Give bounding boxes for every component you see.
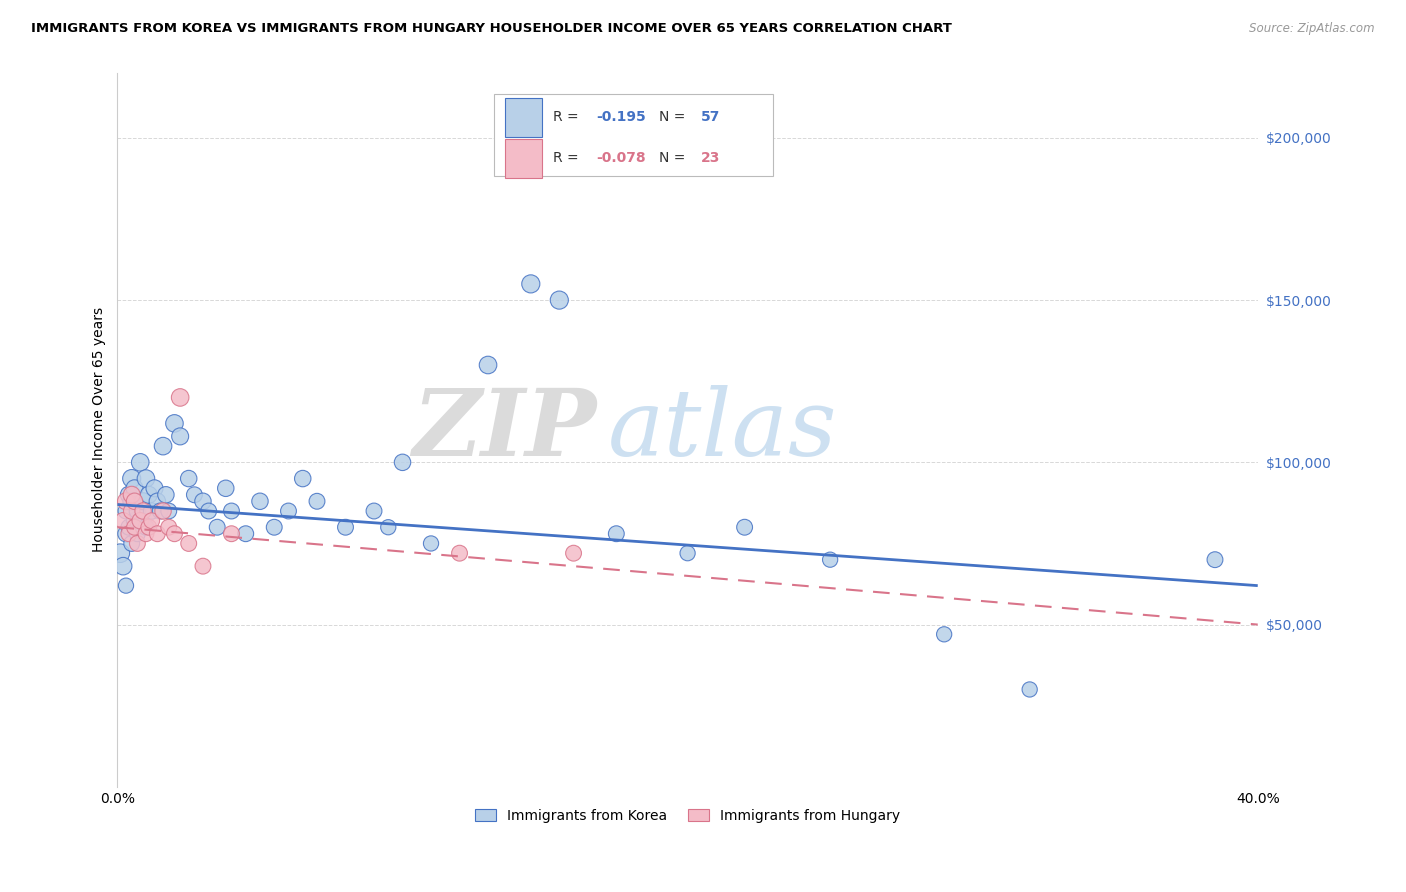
Point	[177, 536, 200, 550]
Point	[818, 552, 841, 566]
Point	[132, 504, 155, 518]
Point	[157, 504, 180, 518]
Point	[110, 546, 132, 560]
Point	[249, 494, 271, 508]
Point	[115, 526, 138, 541]
Point	[263, 520, 285, 534]
Text: N =: N =	[659, 152, 690, 165]
Point	[221, 526, 243, 541]
Point	[146, 494, 169, 508]
Point	[149, 504, 172, 518]
FancyBboxPatch shape	[505, 139, 541, 178]
Point	[177, 472, 200, 486]
Point	[169, 429, 191, 443]
Point	[449, 546, 471, 560]
Point	[191, 559, 214, 574]
Point	[127, 526, 149, 541]
Point	[121, 488, 143, 502]
Point	[520, 277, 543, 291]
Point	[118, 520, 141, 534]
Point	[562, 546, 585, 560]
Point	[363, 504, 385, 518]
Point	[1018, 682, 1040, 697]
Point	[143, 481, 166, 495]
Point	[934, 627, 956, 641]
Point	[152, 504, 174, 518]
Point	[548, 293, 571, 307]
Point	[157, 520, 180, 534]
Point	[291, 472, 314, 486]
Point	[118, 488, 141, 502]
Point	[132, 494, 155, 508]
Point	[169, 391, 191, 405]
Point	[135, 526, 157, 541]
Point	[163, 417, 186, 431]
Text: 23: 23	[702, 152, 721, 165]
FancyBboxPatch shape	[494, 95, 773, 177]
Point	[124, 494, 146, 508]
Point	[152, 439, 174, 453]
Point	[127, 504, 149, 518]
Point	[163, 526, 186, 541]
Point	[129, 455, 152, 469]
Point	[676, 546, 699, 560]
Point	[215, 481, 238, 495]
Y-axis label: Householder Income Over 65 years: Householder Income Over 65 years	[93, 308, 107, 552]
Text: IMMIGRANTS FROM KOREA VS IMMIGRANTS FROM HUNGARY HOUSEHOLDER INCOME OVER 65 YEAR: IMMIGRANTS FROM KOREA VS IMMIGRANTS FROM…	[31, 22, 952, 36]
Point	[183, 488, 205, 502]
Point	[121, 494, 143, 508]
Point	[605, 526, 627, 541]
Text: 57: 57	[702, 111, 721, 124]
Text: -0.078: -0.078	[596, 152, 645, 165]
Point	[121, 536, 143, 550]
Text: -0.195: -0.195	[596, 111, 647, 124]
Point	[191, 494, 214, 508]
Text: R =: R =	[553, 152, 583, 165]
Point	[197, 504, 219, 518]
Text: N =: N =	[659, 111, 690, 124]
Text: R =: R =	[553, 111, 583, 124]
Text: atlas: atlas	[607, 384, 837, 475]
Point	[112, 559, 135, 574]
Point	[391, 455, 413, 469]
Point	[146, 526, 169, 541]
Point	[138, 488, 160, 502]
Point	[420, 536, 443, 550]
Point	[277, 504, 299, 518]
Point	[221, 504, 243, 518]
Point	[121, 472, 143, 486]
Point	[1204, 552, 1226, 566]
Point	[115, 494, 138, 508]
Point	[135, 472, 157, 486]
Point	[115, 579, 138, 593]
Point	[205, 520, 228, 534]
Point	[112, 514, 135, 528]
Point	[124, 514, 146, 528]
Point	[124, 520, 146, 534]
Point	[138, 520, 160, 534]
Point	[377, 520, 399, 534]
Point	[118, 526, 141, 541]
Point	[477, 358, 499, 372]
Point	[141, 514, 163, 528]
Point	[141, 504, 163, 518]
Point	[305, 494, 328, 508]
Legend: Immigrants from Korea, Immigrants from Hungary: Immigrants from Korea, Immigrants from H…	[468, 802, 907, 830]
Point	[115, 504, 138, 518]
Point	[129, 514, 152, 528]
Point	[734, 520, 756, 534]
Text: ZIP: ZIP	[412, 384, 596, 475]
Point	[127, 536, 149, 550]
FancyBboxPatch shape	[505, 98, 541, 137]
Point	[124, 481, 146, 495]
Point	[121, 504, 143, 518]
Point	[155, 488, 177, 502]
Point	[235, 526, 257, 541]
Point	[129, 514, 152, 528]
Point	[335, 520, 357, 534]
Point	[135, 520, 157, 534]
Text: Source: ZipAtlas.com: Source: ZipAtlas.com	[1250, 22, 1375, 36]
